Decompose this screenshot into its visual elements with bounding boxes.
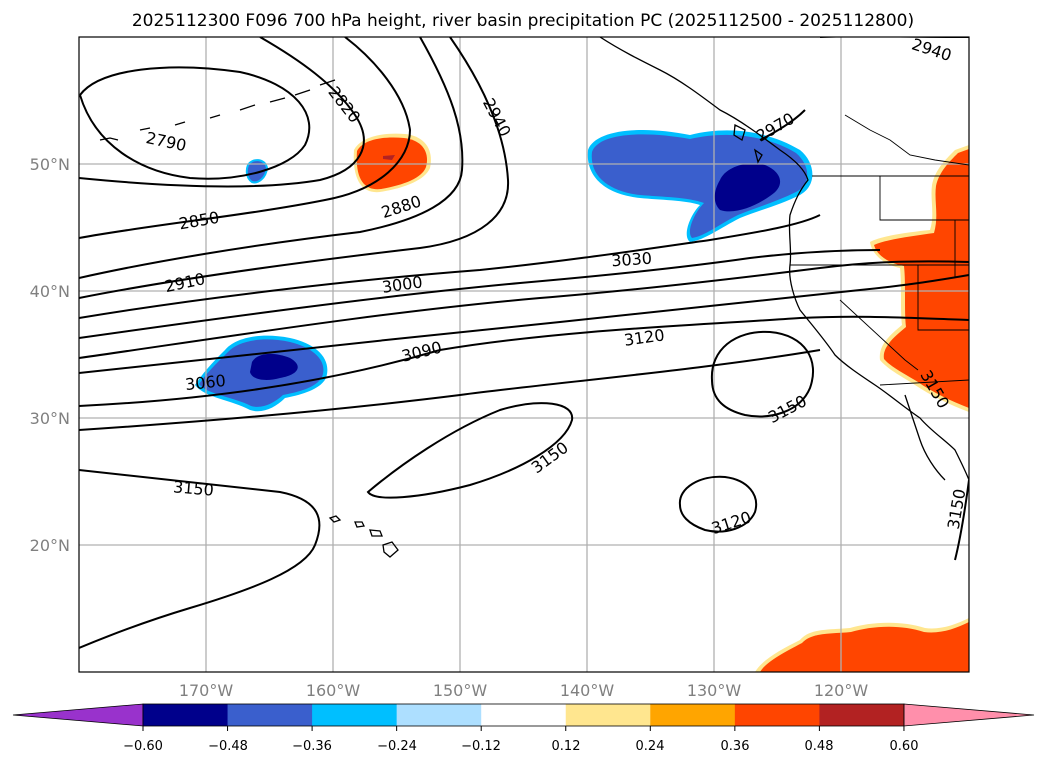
colorbar-tick-label: −0.60 [123,739,163,754]
figure-title: 2025112300 F096 700 hPa height, river ba… [132,11,914,31]
positive-anomaly-west-us-core [874,149,969,408]
colorbar-ticks [142,726,905,731]
lat-tick-label: 20°N [30,536,70,555]
colorbar-tick-label: −0.48 [208,739,248,754]
lat-tick-label: 40°N [30,282,70,301]
colorbar-segment [734,704,820,726]
colorbar-extend-high [903,703,1035,727]
map-frame [78,36,970,673]
lon-tick-label: 170°W [179,681,234,700]
contour-label: 3030 [611,249,653,271]
colorbar-segment [481,704,567,726]
colorbar-extend-low [12,703,144,727]
precip-shading [195,130,969,672]
colorbar: −0.60 −0.48 −0.36 −0.24 −0.12 0.12 0.24 … [12,703,1035,754]
lon-tick-label: 150°W [433,681,488,700]
contour-label: 3060 [184,371,226,394]
colorbar-tick-label: 0.24 [636,739,665,754]
contour-label: 3150 [172,477,214,499]
map-background [79,37,969,672]
colorbar-segments [12,703,1035,727]
gridlines [79,37,969,672]
colorbar-tick-label: −0.36 [292,739,332,754]
positive-anomaly-gulf-strong [383,155,395,160]
lat-tick-labels: 50°N 40°N 30°N 20°N [30,155,70,555]
lon-tick-label: 160°W [306,681,361,700]
map-panel: 2790 2820 2850 2880 2910 2940 2940 2970 … [78,36,970,673]
political-borders [790,114,969,386]
colorbar-segment [819,704,905,726]
coastlines [99,37,969,558]
colorbar-tick-label: 0.60 [890,739,919,754]
negative-anomaly-central-pacific-strong [250,353,298,380]
negative-anomaly-small [245,159,269,184]
colorbar-tick-label: 0.36 [721,739,750,754]
colorbar-segment [565,704,651,726]
colorbar-frame [142,703,905,727]
negative-anomaly-ne-pacific-strong [714,163,781,212]
colorbar-tick-label: −0.12 [461,739,501,754]
lon-tick-labels: 170°W 160°W 150°W 140°W 130°W 120°W [179,681,869,700]
colorbar-segment [312,704,398,726]
positive-anomaly-mexico-core [760,622,969,672]
lon-tick-label: 140°W [560,681,615,700]
negative-anomaly-ne-pacific-core [591,134,808,238]
colorbar-segment [227,704,313,726]
colorbar-tick-label: −0.24 [377,739,417,754]
colorbar-tick-labels: −0.60 −0.48 −0.36 −0.24 −0.12 0.12 0.24 … [123,739,918,754]
colorbar-tick-label: 0.12 [552,739,581,754]
lat-tick-label: 50°N [30,155,70,174]
colorbar-tick-label: 0.48 [805,739,834,754]
colorbar-segment [650,704,736,726]
colorbar-segment [396,704,482,726]
height-contours [79,37,969,649]
colorbar-segment [143,704,229,726]
lat-tick-label: 30°N [30,409,70,428]
lon-tick-label: 130°W [687,681,742,700]
lon-tick-label: 120°W [814,681,869,700]
